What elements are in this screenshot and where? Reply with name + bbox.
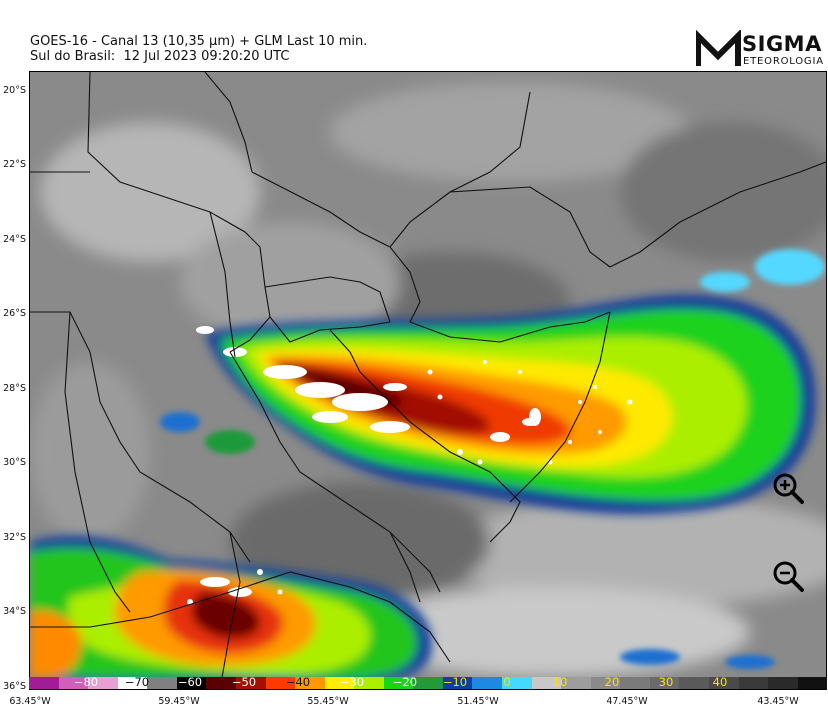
lat-label-32s: 32°S [3,532,26,543]
colorbar-segment [29,677,59,689]
zoom-in-button[interactable] [771,471,805,505]
colorbar-segment [797,677,828,689]
lon-label-43w: 43.45°W [757,696,799,707]
colorbar-segment [620,677,650,689]
colorbar-segment [176,677,207,689]
satellite-image [30,72,826,689]
colorbar-tick-label: 30 [658,675,674,689]
colorbar-segment [354,677,384,689]
lat-label-36s: 36°S [3,681,26,692]
colorbar-segment [708,677,739,689]
logo-mark-icon [695,28,741,66]
colorbar-segment [383,677,414,689]
colorbar-segment [235,677,266,689]
colorbar-tick-label: −80 [73,675,99,689]
colorbar-tick-label: 40 [712,675,728,689]
colorbar-tick-label: 10 [552,675,568,689]
lat-label-26s: 26°S [3,308,26,319]
sigma-logo: SIGMA ETEOROLOGIA [695,28,824,70]
title-line-2: Sul do Brasil: 12 Jul 2023 09:20:20 UTC [30,49,290,64]
colorbar-segment [324,677,355,689]
colorbar-segment [531,677,562,689]
zoom-in-icon [773,473,804,504]
colorbar-tick-label: −50 [231,675,257,689]
colorbar-tick-label: −70 [124,675,150,689]
lat-label-24s: 24°S [3,234,26,245]
colorbar-segment [413,677,443,689]
colorbar-tick-label: 0 [503,675,511,689]
colorbar-tick-label: 20 [604,675,620,689]
lon-label-59w: 59.45°W [158,696,200,707]
colorbar-segment [472,677,502,689]
lat-label-34s: 34°S [3,606,26,617]
colorbar-tick-label: −20 [392,675,418,689]
lat-label-20s: 20°S [3,85,26,96]
colorbar-segment [58,677,89,689]
colorbar-tick-label: −10 [442,675,468,689]
satellite-map[interactable] [29,71,827,690]
colorbar-segment [649,677,680,689]
lon-label-63w: 63.45°W [9,696,51,707]
lon-label-51w: 51.45°W [457,696,499,707]
colorbar-segment [679,677,709,689]
colorbar-segment [590,677,621,689]
colorbar-segment [768,677,798,689]
colorbar-segment [147,677,177,689]
title-line-1: GOES-16 - Canal 13 (10,35 µm) + GLM Last… [30,34,368,49]
logo-brand: SIGMA [742,32,822,56]
colorbar-segment [117,677,148,689]
colorbar-tick-label: −30 [339,675,365,689]
colorbar-segment [738,677,769,689]
colorbar-segment [206,677,236,689]
colorbar-segment [442,677,473,689]
colorbar-segment [88,677,118,689]
colorbar-tick-label: −60 [177,675,203,689]
map-title: GOES-16 - Canal 13 (10,35 µm) + GLM Last… [30,34,367,64]
zoom-out-button[interactable] [771,559,805,593]
colorbar-segment [295,677,325,689]
colorbar-tick-label: −40 [285,675,311,689]
zoom-out-icon [773,561,804,592]
lat-label-22s: 22°S [3,159,26,170]
lat-label-30s: 30°S [3,457,26,468]
lon-label-55w: 55.45°W [307,696,349,707]
logo-subtitle: ETEOROLOGIA [743,56,824,67]
lon-label-47w: 47.45°W [606,696,648,707]
colorbar-segment [265,677,296,689]
colorbar-segment [561,677,591,689]
colorbar-segment [502,677,532,689]
lat-label-28s: 28°S [3,383,26,394]
temperature-colorbar [29,677,828,689]
